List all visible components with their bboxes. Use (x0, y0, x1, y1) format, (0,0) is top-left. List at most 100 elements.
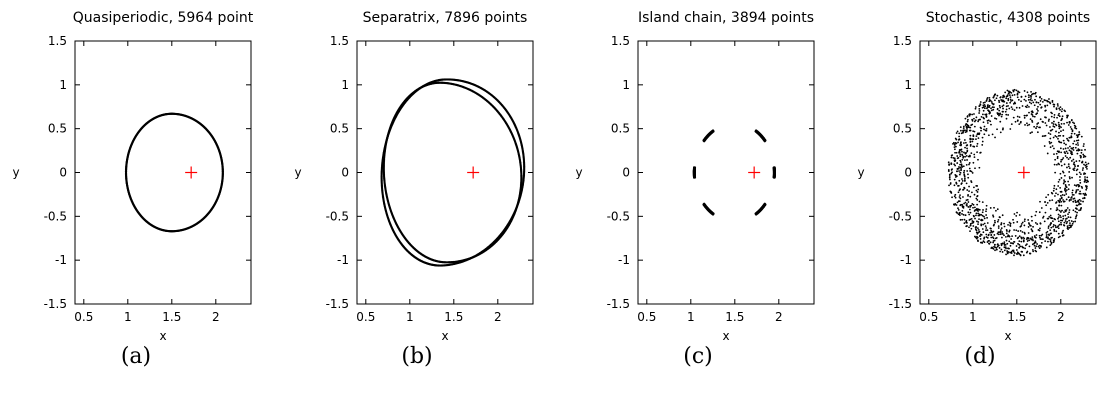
orbit-point (1031, 229, 1034, 232)
orbit-point (1017, 98, 1020, 101)
panel-1: Quasiperiodic, 5964 point 0.5 1 1.5 2 -1.5 -1 -… (12, 10, 253, 343)
orbit-point (1039, 126, 1041, 129)
orbit-point (1012, 89, 1015, 92)
orbit-point (1024, 95, 1027, 98)
x-axis-label: x (441, 329, 448, 343)
orbit-point (975, 197, 978, 200)
orbit-point (977, 228, 980, 231)
orbit-point (963, 142, 965, 144)
orbit-point (1000, 248, 1003, 251)
orbit-point (1054, 135, 1057, 137)
orbit-point (1079, 179, 1081, 182)
orbit-point (1055, 163, 1058, 166)
orbit-point (1055, 108, 1058, 111)
orbit-point (1035, 101, 1038, 104)
orbit-point (985, 227, 988, 229)
orbit-point (965, 182, 968, 185)
orbit-point (1057, 193, 1059, 196)
orbit-point (978, 166, 981, 169)
orbit-point (1032, 250, 1035, 253)
orbit-point (1055, 192, 1057, 195)
orbit-point (1045, 235, 1048, 238)
y-tick-label: 0.5 (611, 122, 630, 136)
y-tick-label: 1.5 (330, 34, 349, 48)
orbit-point (999, 120, 1002, 123)
orbit-point (969, 211, 972, 214)
orbit-point (986, 122, 989, 124)
orbit-point (970, 181, 973, 184)
orbit-point (985, 236, 988, 238)
orbit-point (949, 183, 952, 185)
orbit-point (1009, 244, 1012, 247)
orbit-point (981, 136, 984, 139)
orbit-point (1066, 152, 1069, 155)
orbit-point (965, 199, 968, 202)
orbit-point (1066, 156, 1068, 159)
orbit-point (1037, 101, 1040, 104)
orbit-point (1060, 164, 1063, 167)
orbit-point (972, 225, 975, 227)
orbit-point (947, 169, 950, 171)
orbit-point (985, 127, 988, 130)
orbit-point (1046, 152, 1049, 155)
orbit-point (1007, 92, 1010, 95)
orbit-point (1016, 92, 1019, 95)
orbit-point (1061, 219, 1064, 222)
x-tick-label: 0.5 (637, 310, 656, 324)
orbit-point (1082, 153, 1085, 156)
orbit-point (1064, 110, 1067, 113)
orbit-point (966, 147, 968, 150)
orbit-point (968, 226, 970, 229)
orbit-point (1082, 192, 1085, 195)
orbit-point (1060, 221, 1062, 224)
orbit-point (1065, 143, 1067, 146)
y-tick-label: 1.5 (48, 34, 67, 48)
orbit-point (997, 225, 1000, 228)
orbit-point (1065, 189, 1068, 192)
orbit-point (1026, 240, 1029, 242)
orbit-point (974, 106, 977, 108)
orbit-point (1053, 238, 1056, 240)
orbit-point (960, 144, 962, 147)
orbit-point (1065, 222, 1068, 225)
orbit-point (966, 115, 969, 118)
orbit-point (1059, 106, 1062, 109)
orbit-point (1066, 114, 1068, 117)
x-tick-label: 1.5 (1007, 310, 1026, 324)
orbit-point (1067, 213, 1069, 216)
orbit-point (1030, 215, 1033, 218)
orbit-point (1047, 227, 1050, 229)
orbit-point (1024, 124, 1026, 126)
y-tick-label: 0 (904, 166, 912, 180)
orbit-point (1003, 222, 1005, 225)
orbit-point (1007, 114, 1010, 116)
y-tick-label: 0 (341, 166, 349, 180)
orbit-point (962, 196, 964, 198)
orbit-point (969, 145, 972, 147)
orbit-point (977, 132, 979, 135)
orbit-point (998, 109, 1001, 112)
orbit-point (960, 164, 963, 167)
orbit-point (1050, 226, 1053, 229)
orbit-point (959, 166, 962, 169)
orbit-point (977, 210, 980, 212)
orbit-point (1066, 225, 1069, 228)
orbit-point (1021, 250, 1024, 253)
orbit-point (981, 228, 984, 230)
orbit-point (957, 141, 959, 144)
orbit-points (692, 129, 776, 216)
orbit-point (1005, 102, 1008, 104)
orbit-point (996, 243, 999, 246)
orbit-point (1065, 150, 1068, 153)
orbit-point (1081, 169, 1084, 171)
orbit-point (948, 164, 950, 166)
orbit-point (954, 193, 957, 196)
orbit-point (971, 191, 973, 194)
orbit-point (1024, 247, 1026, 250)
orbit-point (988, 104, 991, 107)
orbit-point (967, 206, 970, 208)
orbit-point (1023, 237, 1026, 240)
orbit-point (974, 217, 976, 220)
orbit-point (1018, 91, 1021, 94)
orbit-point (1057, 180, 1060, 183)
